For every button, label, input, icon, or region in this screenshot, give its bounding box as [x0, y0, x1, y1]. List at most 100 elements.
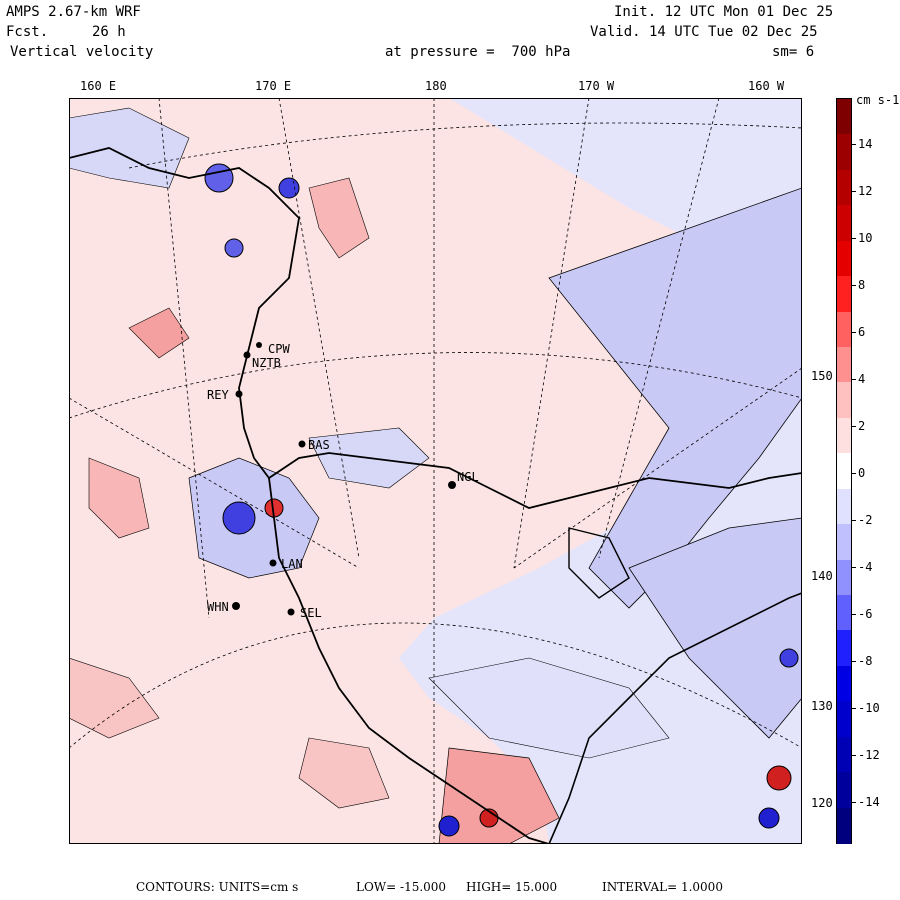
- colorbar-label: -14: [858, 795, 880, 809]
- lon-label-160e: 160 E: [80, 79, 117, 93]
- colorbar-units: cm s-1: [856, 93, 900, 107]
- colorbar-segment: [837, 524, 851, 561]
- lon-label-170e: 170 E: [255, 79, 292, 93]
- colorbar: [836, 98, 852, 844]
- colorbar-segment: [837, 701, 851, 738]
- colorbar-label: -6: [858, 607, 873, 621]
- colorbar-segment: [837, 99, 851, 135]
- station-dot-cpw: [256, 342, 262, 348]
- station-dot-sel: [287, 608, 295, 616]
- downward-motion-band-east: [628, 517, 802, 739]
- upward-motion-patch-2: [69, 657, 160, 739]
- colorbar-label: -2: [858, 513, 873, 527]
- colorbar-tick: [852, 332, 856, 333]
- coastline-link: [268, 477, 280, 559]
- colorbar-tick: [852, 473, 856, 474]
- colorbar-tick: [852, 426, 856, 427]
- strong-cell-1: [222, 501, 256, 535]
- colorbar-segment: [837, 205, 851, 242]
- station-lan: LAN: [281, 557, 303, 571]
- footer-low: LOW= -15.000: [356, 880, 447, 894]
- colorbar-tick: [852, 614, 856, 615]
- colorbar-segment: [837, 240, 851, 277]
- lon-label-170w: 170 W: [578, 79, 615, 93]
- colorbar-tick: [852, 285, 856, 286]
- colorbar-label: 0: [858, 466, 866, 480]
- colorbar-label: 12: [858, 184, 873, 198]
- downward-motion-band-south: [428, 657, 670, 759]
- graticule: [69, 98, 802, 844]
- station-dot-whn: [232, 602, 240, 610]
- colorbar-label: -4: [858, 560, 873, 574]
- station-bas: BAS: [308, 438, 330, 452]
- colorbar-segment: [837, 382, 851, 419]
- station-dot-rey: [235, 390, 243, 398]
- station-whn: WHN: [207, 600, 229, 614]
- strong-cell-9: [758, 807, 780, 829]
- colorbar-tick: [852, 567, 856, 568]
- forecast-label: Fcst.: [6, 24, 49, 40]
- strong-cell-5: [224, 238, 244, 258]
- coastline-south: [278, 557, 550, 844]
- footer-interval: INTERVAL= 1.0000: [602, 880, 723, 894]
- upward-motion-patch-1: [88, 457, 150, 539]
- upward-motion-patch-3: [308, 177, 370, 259]
- colorbar-tick: [852, 191, 856, 192]
- colorbar-tick: [852, 755, 856, 756]
- station-nztb: NZTB: [252, 356, 281, 370]
- strong-cell-10: [779, 648, 799, 668]
- station-dot-lan: [269, 559, 277, 567]
- colorbar-label: 2: [858, 419, 866, 433]
- footer-high: HIGH= 15.000: [466, 880, 558, 894]
- colorbar-segment: [837, 347, 851, 383]
- colorbar-segment: [837, 134, 851, 171]
- strong-cell-3: [204, 163, 234, 193]
- station-cpw: CPW: [268, 342, 290, 356]
- colorbar-segment: [837, 736, 851, 773]
- west-blue-patch-2: [69, 107, 190, 189]
- colorbar-segment: [837, 772, 851, 809]
- lon-label-160w: 160 W: [748, 79, 785, 93]
- colorbar-tick: [852, 379, 856, 380]
- colorbar-segment: [837, 630, 851, 667]
- station-dot-ngl: [448, 481, 456, 489]
- station-ngl: NGL: [457, 470, 479, 484]
- forecast-value: 26 h: [92, 24, 126, 40]
- footer-contours: CONTOURS: UNITS=cm s: [136, 880, 299, 894]
- colorbar-label: 8: [858, 278, 866, 292]
- vertical-velocity-map: [69, 98, 802, 844]
- colorbar-tick: [852, 708, 856, 709]
- pressure-level: at pressure = 700 hPa: [385, 44, 571, 60]
- colorbar-label: 4: [858, 372, 866, 386]
- valid-time: Valid. 14 UTC Tue 02 Dec 25: [590, 24, 818, 40]
- colorbar-segment: [837, 453, 851, 490]
- colorbar-label: -10: [858, 701, 880, 715]
- colorbar-segment: [837, 488, 851, 525]
- station-dot-bas: [298, 440, 306, 448]
- colorbar-label: 14: [858, 137, 873, 151]
- model-title: AMPS 2.67-km WRF: [6, 4, 141, 20]
- colorbar-label: 10: [858, 231, 873, 245]
- colorbar-tick: [852, 802, 856, 803]
- field-name: Vertical velocity: [10, 44, 154, 60]
- colorbar-segment: [837, 807, 851, 844]
- colorbar-segment: [837, 276, 851, 313]
- smoothing: sm= 6: [772, 44, 815, 60]
- station-dot-nztb: [243, 351, 251, 359]
- upward-motion-patch-6: [128, 307, 190, 359]
- colorbar-segment: [837, 665, 851, 702]
- colorbar-segment: [837, 169, 851, 206]
- colorbar-tick: [852, 144, 856, 145]
- colorbar-segment: [837, 417, 851, 454]
- strong-cell-8: [766, 765, 792, 791]
- upward-motion-patch-5: [298, 737, 390, 809]
- strong-cell-6: [438, 815, 460, 837]
- colorbar-segment: [837, 311, 851, 348]
- station-sel: SEL: [300, 606, 322, 620]
- coastline: [69, 147, 802, 509]
- colorbar-tick: [852, 661, 856, 662]
- colorbar-tick: [852, 238, 856, 239]
- ice-front-loop: [568, 527, 630, 599]
- colorbar-segment: [837, 595, 851, 631]
- colorbar-segment: [837, 559, 851, 596]
